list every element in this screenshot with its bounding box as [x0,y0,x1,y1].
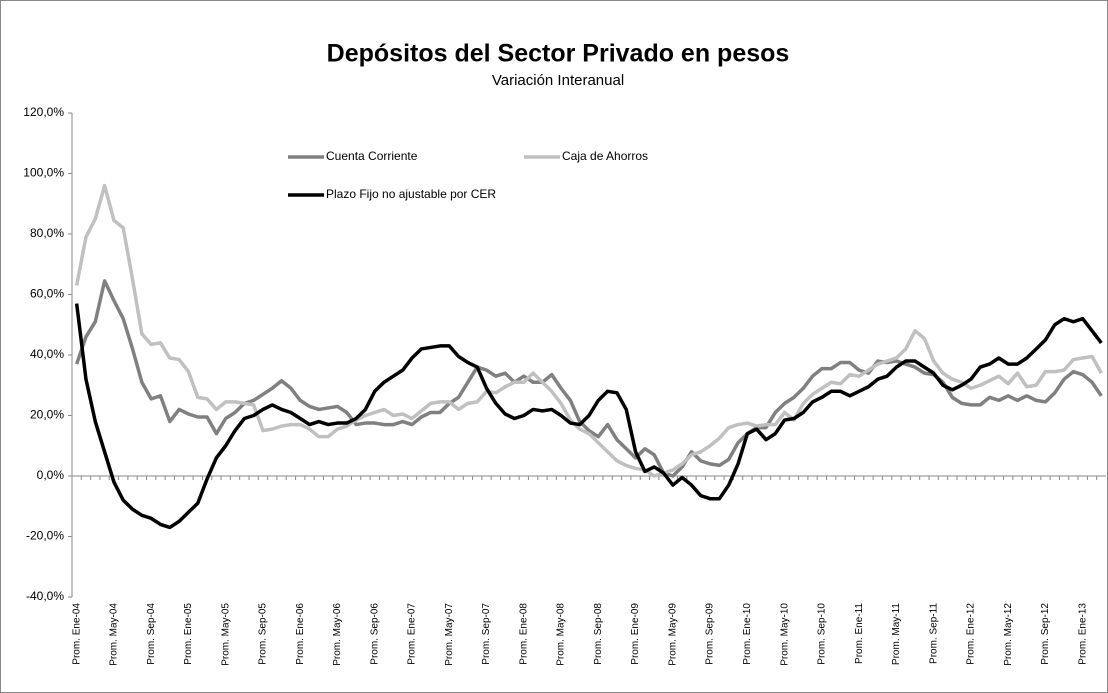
legend-label: Plazo Fijo no ajustable por CER [326,187,496,201]
x-tick-label: Prom. May-09 [667,603,678,666]
x-tick-label: Prom. Sep-09 [705,603,716,665]
legend-label: Caja de Ahorros [562,149,648,163]
x-tick-label: Prom. Ene-09 [630,603,641,665]
y-tick-label: 20,0% [30,408,64,422]
chart-subtitle: Variación Interanual [492,72,624,89]
y-tick-label: -20,0% [26,529,64,543]
x-tick-label: Prom. Sep-11 [928,603,939,664]
series-line [74,183,1103,478]
y-tick-label: 0,0% [37,468,65,482]
x-tick-label: Prom. Ene-10 [742,603,753,665]
x-tick-label: Prom. May-04 [109,603,120,666]
y-tick-label: 40,0% [30,347,64,361]
x-tick-label: Prom. Ene-13 [1077,603,1088,665]
series-line [74,303,1103,530]
x-tick-label: Prom. Sep-04 [146,603,157,665]
x-tick-label: Prom. Sep-06 [369,603,380,665]
x-tick-label: Prom. Ene-04 [71,603,82,665]
y-tick-label: 80,0% [30,226,64,240]
x-tick-label: Prom. May-07 [444,603,455,666]
x-tick-label: Prom. May-06 [332,603,343,666]
x-tick-label: Prom. Ene-05 [183,603,194,665]
chart-title: Depósitos del Sector Privado en pesos [327,40,790,68]
x-tick-label: Prom. May-05 [220,603,231,666]
x-tick-label: Prom. May-10 [779,603,790,666]
x-tick-label: Prom. Sep-05 [258,603,269,665]
x-tick-label: Prom. May-11 [891,603,902,665]
y-tick-label: -40,0% [26,589,64,603]
y-tick-label: 120,0% [23,105,64,119]
x-tick-label: Prom. Ene-08 [518,603,529,665]
x-tick-label: Prom. Sep-08 [593,603,604,665]
x-tick-label: Prom. Sep-07 [481,603,492,665]
x-tick-label: Prom. May-08 [556,603,567,666]
x-tick-label: Prom. Sep-12 [1040,603,1051,665]
x-tick-label: Prom. Ene-07 [407,603,418,665]
legend-label: Cuenta Corriente [326,149,418,163]
y-tick-label: 100,0% [23,166,64,180]
y-tick-label: 60,0% [30,287,64,301]
x-tick-label: Prom. Ene-06 [295,603,306,665]
x-tick-label: Prom. Sep-10 [817,603,828,665]
x-tick-label: Prom. Ene-11 [854,603,865,664]
x-tick-label: Prom. May-12 [1003,603,1014,666]
x-tick-label: Prom. Ene-12 [966,603,977,665]
